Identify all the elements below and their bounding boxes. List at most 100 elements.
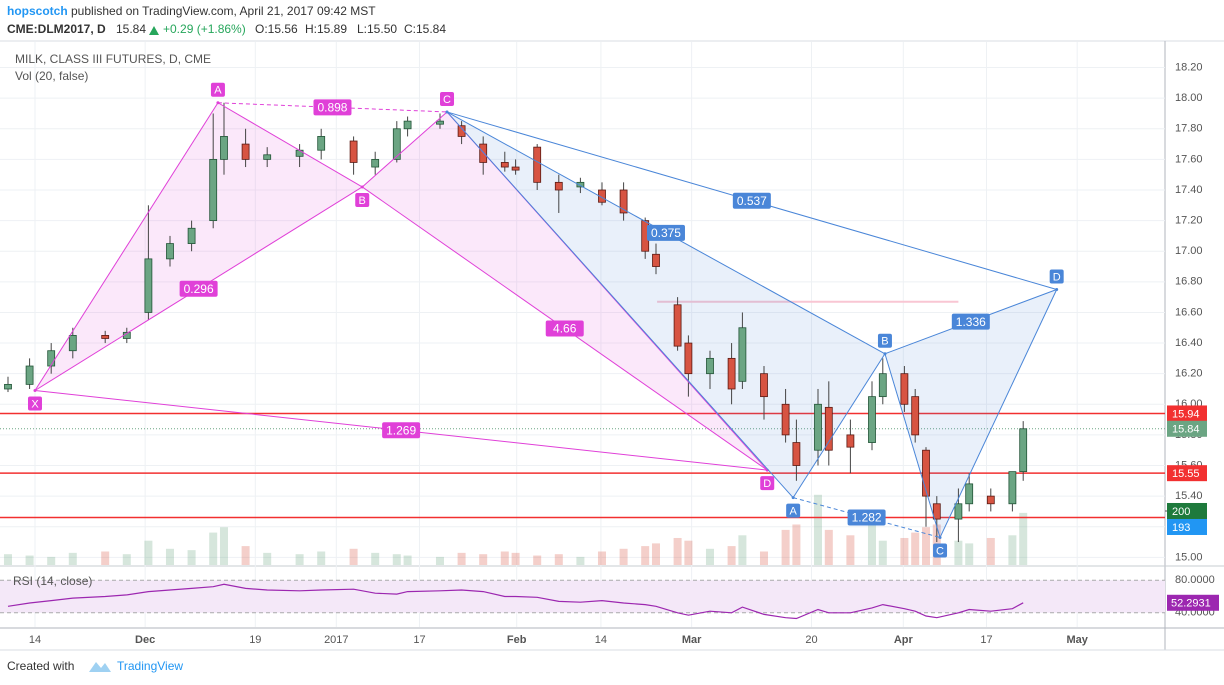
- pattern-line: [792, 353, 886, 498]
- volume-bar: [457, 552, 466, 565]
- candle-body: [684, 342, 693, 375]
- chart-title: MILK, CLASS III FUTURES, D, CME: [15, 52, 211, 66]
- pattern-line: [361, 111, 448, 188]
- candle-body: [68, 335, 77, 352]
- x-tick-label: Mar: [682, 634, 702, 646]
- volume-bar: [295, 554, 304, 565]
- pattern-point-label: C: [443, 94, 451, 106]
- pattern-point-label: X: [31, 398, 39, 410]
- volume-bar: [597, 551, 606, 565]
- pattern-point-box: [27, 396, 42, 411]
- y-tick-label: 15.40: [1175, 490, 1203, 502]
- x-tick-label: May: [1066, 634, 1088, 646]
- ratio-box: [847, 509, 886, 526]
- open: O:15.56: [255, 22, 298, 36]
- y-tick-label: 17.60: [1175, 153, 1203, 165]
- candle-body: [576, 181, 585, 188]
- ratio-label: 0.296: [184, 282, 214, 296]
- y-tick-label: 17.80: [1175, 123, 1203, 135]
- rsi-last-box: [1167, 594, 1219, 611]
- plot: 15.0015.2015.4015.6015.8016.0016.2016.40…: [0, 42, 1219, 646]
- volume-bar: [867, 521, 876, 565]
- candle-body: [868, 396, 876, 443]
- x-tick-label: 2017: [324, 634, 348, 646]
- ratio-box: [313, 99, 352, 116]
- candle-body: [436, 120, 444, 125]
- candle-body: [392, 128, 401, 160]
- candle-body: [652, 253, 660, 267]
- up-arrow: [149, 26, 159, 35]
- author[interactable]: hopscotch: [7, 4, 68, 18]
- candle-body: [760, 373, 768, 398]
- x-tick-label: 17: [980, 634, 992, 646]
- y-tick-label: 16.60: [1175, 306, 1203, 318]
- volume-bar: [738, 535, 747, 565]
- ratio-label: 0.537: [737, 194, 767, 208]
- pattern-point-box: [877, 333, 892, 348]
- candle-body: [922, 449, 930, 497]
- ratio-label: 4.66: [553, 322, 577, 336]
- ratio-label: 1.336: [956, 315, 986, 329]
- level-label-box: [1167, 405, 1207, 422]
- pattern-point-label: D: [763, 478, 771, 490]
- volume-bar: [403, 555, 412, 565]
- pattern-point-label: B: [881, 336, 888, 348]
- x-tick-label: 14: [595, 634, 607, 646]
- candle-body: [511, 166, 520, 171]
- volume-bar: [500, 551, 509, 565]
- volume-bar: [986, 537, 995, 565]
- rsi-tick-label: 80.0000: [1175, 574, 1215, 586]
- high: H:15.89: [305, 22, 347, 36]
- logo: [89, 662, 111, 672]
- volume-bar: [219, 527, 228, 565]
- x-tick-label: Apr: [894, 634, 914, 646]
- volume-bar: [673, 537, 682, 565]
- volume-tick-label-box: [1167, 502, 1207, 519]
- pattern-point: [1055, 287, 1059, 291]
- footer-brand[interactable]: TradingView: [117, 659, 183, 673]
- candle-body: [500, 162, 509, 168]
- candle-body: [986, 495, 995, 505]
- x-tick-label: 19: [249, 634, 261, 646]
- pattern-point-box: [440, 91, 455, 106]
- last-price-label: 15.84: [1172, 424, 1200, 436]
- candle-body: [101, 335, 110, 339]
- candle-body: [403, 120, 412, 130]
- candle-body: [25, 365, 34, 385]
- candle-body: [878, 373, 887, 398]
- pattern-point: [360, 185, 364, 189]
- volume-bar: [25, 555, 34, 565]
- volume-bar: [1008, 535, 1017, 565]
- pattern-point-label: D: [1053, 271, 1061, 283]
- ratio-box: [732, 192, 771, 209]
- volume-bar: [349, 548, 358, 565]
- volume-bar: [1019, 512, 1028, 565]
- pattern-fill: [362, 111, 768, 471]
- volume-bar: [68, 552, 77, 565]
- pattern-point: [445, 110, 449, 114]
- candle-body: [954, 503, 963, 520]
- volume-bar: [781, 529, 790, 565]
- ratio-box: [951, 313, 990, 330]
- y-tick-label: 17.00: [1175, 245, 1203, 257]
- volume-bar: [533, 555, 542, 565]
- x-tick-label: Dec: [135, 634, 155, 646]
- candle-body: [706, 357, 714, 375]
- y-tick-label: 15.00: [1175, 551, 1203, 563]
- pattern-line: [217, 102, 363, 188]
- volume-bar: [479, 554, 488, 565]
- ratio-label: 1.282: [852, 511, 882, 525]
- volume-bar: [47, 556, 56, 565]
- pattern-line: [793, 497, 941, 538]
- symbol: CME:DLM2017, D: [7, 22, 106, 36]
- volume-bar: [241, 546, 250, 565]
- x-tick-label: Feb: [507, 634, 527, 646]
- candle-body: [738, 327, 747, 382]
- volume-last-label-box: [1167, 518, 1207, 535]
- candle-body: [1019, 428, 1028, 473]
- candle-body: [911, 396, 920, 436]
- footer-created: Created with: [7, 659, 74, 673]
- candle-body: [4, 383, 12, 390]
- volume-bar: [911, 532, 920, 565]
- level-label: 15.55: [1172, 468, 1200, 480]
